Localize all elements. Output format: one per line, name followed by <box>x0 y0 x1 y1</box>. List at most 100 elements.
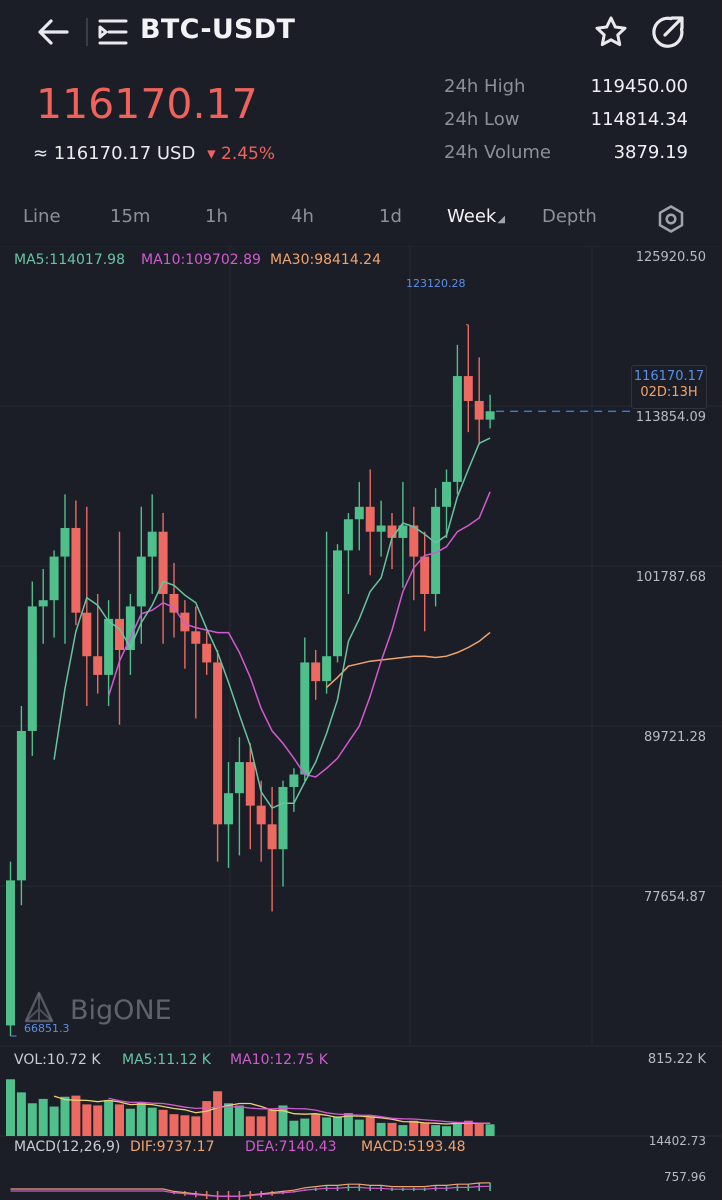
candle-body <box>387 525 397 538</box>
arrow-left-icon[interactable] <box>36 16 70 48</box>
candlestick-chart[interactable] <box>0 246 722 1200</box>
volume-bar <box>245 1116 255 1136</box>
stat-volume-value: 3879.19 <box>613 142 688 163</box>
tab-depth[interactable]: Depth <box>542 206 597 227</box>
candle-body <box>16 730 26 881</box>
list-menu-icon[interactable] <box>98 18 128 46</box>
stat-high-label: 24h High <box>444 76 526 97</box>
candle-body <box>60 527 70 557</box>
candle-body <box>82 612 92 657</box>
volume-bar <box>267 1109 277 1136</box>
volume-bar <box>343 1113 353 1136</box>
volume-bar <box>104 1100 114 1136</box>
volume-bar <box>256 1116 266 1136</box>
low-marker-label: 66851.3 <box>24 1022 70 1035</box>
volume-bar <box>202 1101 212 1136</box>
hexagon-settings-icon[interactable] <box>656 204 686 234</box>
volume-bar <box>387 1122 397 1136</box>
tab-week[interactable]: Week◢ <box>447 206 505 227</box>
candle-body <box>485 411 495 420</box>
share-arrow-icon[interactable] <box>650 14 686 50</box>
vol-ma5-line <box>53 1095 491 1125</box>
candle-body <box>191 631 201 644</box>
current-price-value: 116170.17 <box>633 369 705 384</box>
usd-equivalent: ≈ 116170.17 USD <box>33 143 196 164</box>
candle-body <box>71 527 81 613</box>
price-axis-label: 113854.09 <box>635 410 706 425</box>
volume-bar <box>278 1105 288 1136</box>
volume-bar <box>49 1106 59 1136</box>
vol-axis-label: 815.22 K <box>647 1052 706 1067</box>
stat-low-label: 24h Low <box>444 109 520 130</box>
last-price: 116170.17 <box>36 80 258 128</box>
stat-low-value: 114814.34 <box>590 109 688 130</box>
dif-label: DIF:9737.17 <box>130 1139 215 1155</box>
candle-body <box>311 662 321 682</box>
ma10-label: MA10:109702.89 <box>141 252 261 268</box>
candle-body <box>442 481 451 507</box>
candle-body <box>420 556 430 594</box>
tab-1d[interactable]: 1d <box>379 206 402 227</box>
volume-bar <box>169 1114 179 1136</box>
candle-body <box>431 506 441 594</box>
volume-bar <box>409 1120 419 1136</box>
star-icon[interactable] <box>594 15 628 49</box>
candle-body <box>256 805 266 825</box>
vol-ma10-label: MA10:12.75 K <box>230 1052 328 1068</box>
volume-bar <box>354 1119 364 1136</box>
watermark: BigONE <box>70 995 172 1026</box>
tab-line[interactable]: Line <box>23 206 61 227</box>
candle-body <box>365 506 375 532</box>
volume-bar <box>376 1122 386 1136</box>
macd-title: MACD(12,26,9) <box>14 1139 121 1155</box>
interval-tabs: Line 15m 1h 4h 1d Week◢ Depth <box>0 200 722 236</box>
chart-area[interactable]: MA5:114017.98 MA10:109702.89 MA30:98414.… <box>0 246 722 1200</box>
volume-bar <box>191 1116 201 1136</box>
divider <box>86 18 88 46</box>
candle-body <box>158 531 168 594</box>
candle-body <box>409 525 419 557</box>
candle-body <box>343 519 353 551</box>
macd-label: MACD:5193.48 <box>361 1139 466 1155</box>
ma10-line <box>107 491 491 778</box>
candle-body <box>125 606 135 650</box>
volume-bar <box>442 1126 451 1136</box>
volume-bar <box>452 1121 462 1136</box>
vol-ma10-line <box>108 1097 491 1124</box>
dea-label: DEA:7140.43 <box>245 1139 337 1155</box>
candle-body <box>147 531 157 557</box>
tab-4h[interactable]: 4h <box>291 206 314 227</box>
volume-bar <box>213 1091 223 1136</box>
bigone-logo-icon <box>24 991 54 1023</box>
candle-body <box>213 662 223 825</box>
tab-15m[interactable]: 15m <box>110 206 151 227</box>
tab-1h[interactable]: 1h <box>205 206 228 227</box>
volume-bar <box>365 1117 375 1136</box>
volume-bar <box>474 1122 484 1136</box>
candle-body <box>38 600 48 607</box>
volume-bar <box>398 1125 408 1136</box>
candle-body <box>202 643 212 663</box>
usd-price: ≈ 116170.17 USD ▾ 2.45% <box>33 143 275 164</box>
volume-bar <box>115 1104 124 1136</box>
candle-body <box>289 774 299 787</box>
candle-body <box>278 786 288 850</box>
volume-bar <box>16 1092 26 1136</box>
volume-bar <box>38 1098 48 1136</box>
volume-bar <box>60 1096 70 1136</box>
volume-bar <box>234 1105 244 1136</box>
volume-bar <box>431 1125 441 1136</box>
stat-volume-label: 24h Volume <box>444 142 551 163</box>
candle-body <box>398 525 408 538</box>
candle-body <box>104 618 114 675</box>
candle-body <box>93 656 103 675</box>
candle-body <box>49 556 59 601</box>
volume-bar <box>224 1103 233 1136</box>
vol-ma5-label: MA5:11.12 K <box>122 1052 211 1068</box>
macd-bar <box>238 1191 241 1200</box>
stat-high-value: 119450.00 <box>590 76 688 97</box>
volume-bar <box>27 1103 37 1136</box>
current-price-tag: 116170.17 02D:13H <box>631 365 707 409</box>
pair-title[interactable]: BTC-USDT <box>140 14 296 45</box>
ma30-label: MA30:98414.24 <box>270 252 381 268</box>
